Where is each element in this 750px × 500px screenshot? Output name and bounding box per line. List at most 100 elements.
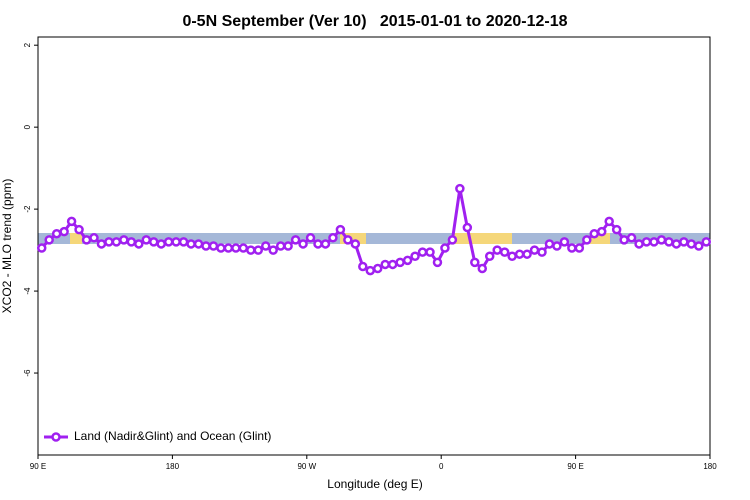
data-point — [358, 261, 368, 272]
data-point — [59, 226, 69, 237]
data-point — [246, 245, 256, 255]
data-point — [134, 239, 144, 249]
data-point — [201, 241, 211, 251]
data-point — [686, 239, 697, 249]
data-point — [223, 243, 234, 253]
data-point — [679, 237, 689, 247]
data-point — [320, 239, 331, 249]
data-point — [522, 249, 532, 259]
y-tick-label: -4 — [23, 287, 32, 295]
data-point — [156, 239, 166, 249]
data-point — [641, 237, 652, 247]
data-point — [499, 247, 510, 257]
data-point — [208, 241, 219, 251]
data-point — [253, 245, 264, 255]
data-point — [81, 235, 92, 245]
surface-band — [38, 233, 710, 244]
x-tick-label: 180 — [166, 462, 180, 471]
data-point — [611, 224, 622, 235]
data-point — [552, 241, 562, 251]
ocean-band — [38, 233, 710, 244]
data-point — [343, 235, 353, 245]
data-point — [178, 237, 189, 247]
x-tick-label: 90 E — [30, 462, 46, 471]
data-point — [275, 241, 286, 251]
data-point — [432, 257, 443, 268]
data-point — [260, 241, 271, 251]
data-point — [604, 216, 614, 227]
data-point — [104, 237, 114, 247]
land-band — [452, 233, 512, 244]
data-point — [470, 257, 480, 268]
data-point — [290, 235, 301, 245]
data-point — [507, 251, 517, 261]
data-point — [425, 247, 435, 257]
legend-marker — [51, 432, 61, 442]
data-point — [313, 239, 323, 249]
data-point — [410, 251, 420, 261]
data-point — [626, 233, 637, 243]
data-point — [171, 237, 181, 247]
data-point — [380, 259, 390, 270]
data-point — [395, 257, 405, 268]
data-point — [634, 239, 644, 249]
land-band — [70, 233, 82, 244]
x-tick-label: 90 W — [297, 462, 316, 471]
data-point — [335, 224, 346, 235]
data-point — [231, 243, 241, 253]
data-point — [462, 222, 473, 233]
data-point — [514, 249, 525, 259]
data-point — [596, 226, 607, 237]
data-point — [477, 263, 488, 274]
data-point — [671, 239, 682, 249]
data-point — [119, 235, 129, 245]
data-point — [656, 235, 667, 245]
data-point — [447, 235, 458, 245]
data-point — [305, 233, 316, 243]
data-point — [350, 239, 361, 249]
y-tick-label: -2 — [23, 205, 32, 213]
data-point — [111, 237, 122, 247]
data-point — [193, 239, 204, 249]
data-point — [544, 239, 555, 249]
data-point — [492, 245, 502, 255]
data-point — [365, 265, 376, 276]
data-point — [529, 245, 540, 255]
data-point — [148, 237, 159, 247]
data-point — [66, 216, 77, 227]
data-point — [89, 233, 99, 243]
data-point — [283, 241, 293, 251]
data-point — [701, 237, 712, 247]
x-tick-label: 90 E — [567, 462, 583, 471]
data-point — [417, 247, 428, 257]
y-axis-label: XCO2 - MLO trend (ppm) — [0, 179, 14, 314]
data-point — [216, 243, 226, 253]
y-tick-label: -6 — [23, 369, 32, 377]
data-point — [238, 243, 249, 253]
x-axis-label: Longitude (deg E) — [327, 477, 422, 491]
data-point — [582, 235, 592, 245]
data-point — [74, 224, 84, 235]
data-point — [268, 245, 278, 255]
data-point — [36, 243, 47, 253]
data-point — [559, 237, 570, 247]
data-point — [126, 237, 137, 247]
data-point — [649, 237, 659, 247]
data-point — [574, 243, 585, 253]
data-point — [186, 239, 196, 249]
data-point — [664, 237, 674, 247]
data-point — [141, 235, 152, 245]
data-point — [372, 263, 383, 274]
data-point — [51, 228, 62, 239]
x-tick-label: 0 — [439, 462, 444, 471]
data-point — [440, 243, 450, 253]
data-point — [402, 255, 413, 266]
legend-label: Land (Nadir&Glint) and Ocean (Glint) — [74, 429, 271, 443]
data-point — [96, 239, 107, 249]
data-point — [387, 259, 398, 270]
data-point — [589, 228, 600, 239]
data-point — [567, 243, 577, 253]
